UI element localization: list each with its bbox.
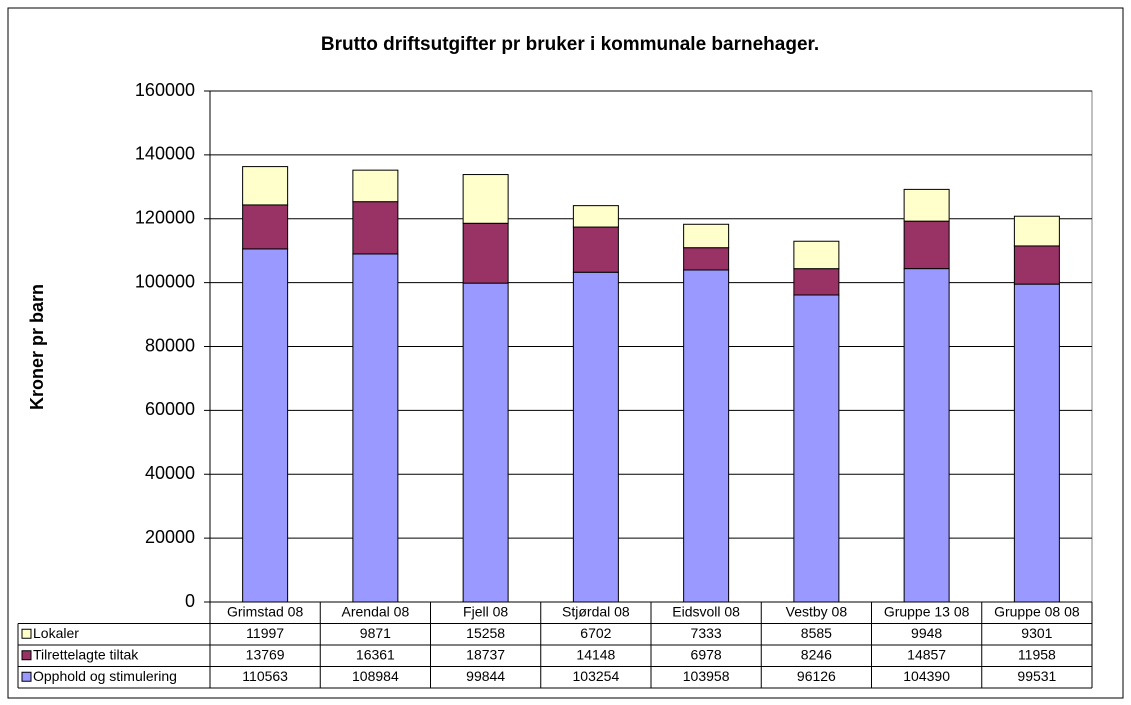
x-tick-label: Arendal 08 (342, 603, 410, 619)
bar-segment (903, 188, 950, 222)
table-value: 18737 (466, 646, 505, 662)
table-value: 14857 (907, 646, 946, 662)
legend-swatch (21, 628, 32, 639)
y-tick-label: 160000 (135, 80, 195, 100)
bar-segment (903, 220, 950, 270)
bar-segment (352, 253, 399, 603)
bar-segment (572, 226, 619, 273)
y-tick-label: 60000 (145, 399, 195, 419)
table-value: 9948 (911, 625, 942, 641)
bar-segment (462, 174, 509, 224)
table-value: 96126 (797, 668, 836, 684)
table-value: 9871 (360, 625, 391, 641)
bar-segment (242, 166, 289, 206)
legend-swatch (21, 671, 32, 682)
bar-segment (462, 282, 509, 603)
table-value: 14148 (576, 646, 615, 662)
y-tick-label: 0 (185, 591, 195, 611)
table-value: 104390 (903, 668, 950, 684)
y-tick-label: 100000 (135, 271, 195, 291)
legend-swatch (21, 650, 32, 661)
bar-segment (242, 248, 289, 603)
table-value: 9301 (1021, 625, 1052, 641)
table-value: 99531 (1017, 668, 1056, 684)
y-tick-label: 140000 (135, 144, 195, 164)
table-value: 110563 (242, 668, 288, 684)
table-value: 13769 (246, 646, 285, 662)
table-value: 8246 (801, 646, 832, 662)
table-value: 8585 (801, 625, 832, 641)
table-value: 7333 (691, 625, 722, 641)
x-tick-label: Gruppe 08 08 (994, 603, 1080, 619)
bar-segment (793, 294, 840, 603)
y-tick-label: 80000 (145, 335, 195, 355)
y-tick-label: 40000 (145, 463, 195, 483)
bar-segment (1013, 245, 1060, 285)
bar-segment (572, 271, 619, 603)
x-tick-label: Vestby 08 (786, 603, 848, 619)
bar-segment (572, 205, 619, 228)
table-value: 103958 (683, 668, 730, 684)
bar-segment (352, 169, 399, 203)
legend-label: Opphold og stimulering (33, 668, 177, 684)
bar-segment (683, 223, 730, 249)
x-tick-label: Fjell 08 (463, 603, 508, 619)
table-value: 6978 (691, 646, 722, 662)
table-value: 103254 (573, 668, 620, 684)
table-value: 11958 (1018, 646, 1056, 662)
bar-segment (242, 204, 289, 250)
legend-label: Lokaler (33, 625, 79, 641)
bar-segment (683, 269, 730, 603)
bar-segment (793, 268, 840, 296)
table-value: 11997 (246, 625, 284, 641)
y-axis-label: Kroner pr barn (27, 284, 47, 410)
x-tick-label: Gruppe 13 08 (884, 603, 970, 619)
legend-label: Tilrettelagte tiltak (33, 646, 139, 662)
bar-segment (352, 201, 399, 255)
x-tick-label: Stjørdal 08 (562, 603, 630, 619)
chart-title: Brutto driftsutgifter pr bruker i kommun… (321, 34, 819, 55)
y-tick-label: 120000 (135, 208, 195, 228)
table-value: 15258 (466, 625, 505, 641)
bar-segment (1013, 283, 1060, 603)
bar-segment (683, 247, 730, 271)
table-value: 16361 (356, 646, 395, 662)
table-value: 108984 (352, 668, 399, 684)
x-tick-label: Grimstad 08 (227, 603, 303, 619)
table-value: 99844 (466, 668, 505, 684)
x-tick-label: Eidsvoll 08 (672, 603, 740, 619)
bar-segment (903, 268, 950, 603)
bar-segment (1013, 215, 1060, 247)
bar-segment (793, 240, 840, 270)
bar-segment (462, 222, 509, 284)
table-value: 6702 (580, 625, 611, 641)
y-tick-label: 20000 (145, 527, 195, 547)
